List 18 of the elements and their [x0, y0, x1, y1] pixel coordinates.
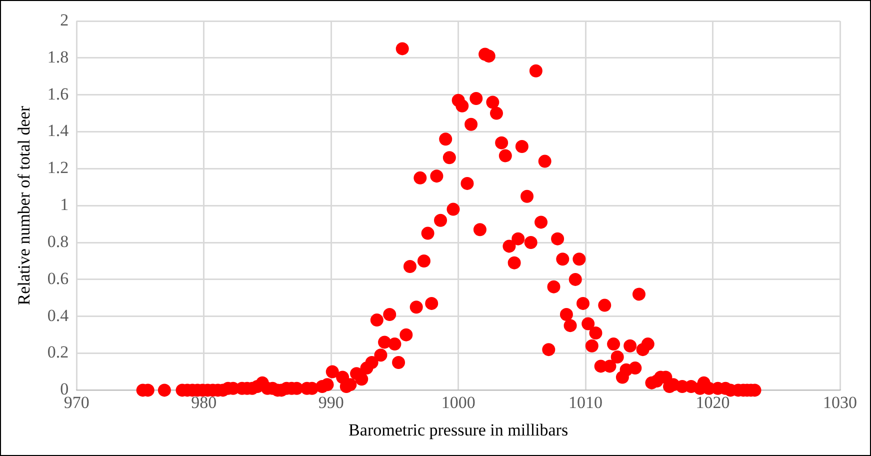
y-tick-label: 0.2 — [47, 342, 69, 362]
y-tick-label: 0.4 — [47, 306, 70, 325]
x-tick-label: 1010 — [568, 392, 603, 412]
y-tick-label: 1.6 — [47, 84, 69, 104]
y-axis-title: Relative number of total deer — [14, 106, 34, 306]
y-tick-label: 1.2 — [47, 158, 69, 178]
x-tick-label: 1020 — [696, 392, 730, 412]
y-tick-label: 0.8 — [47, 232, 69, 251]
y-tick-label: 2 — [60, 10, 69, 30]
x-tick-label: 1000 — [441, 392, 476, 412]
x-tick-label: 990 — [318, 392, 344, 412]
y-tick-label: 1 — [60, 195, 69, 214]
y-tick-label: 1.4 — [47, 121, 70, 140]
y-tick-label: 1.8 — [47, 47, 69, 66]
x-axis-title: Barometric pressure in millibars — [348, 420, 568, 440]
x-tick-label: 1030 — [823, 392, 857, 412]
y-tick-label: 0.6 — [47, 268, 69, 288]
x-tick-label: 980 — [191, 392, 217, 412]
